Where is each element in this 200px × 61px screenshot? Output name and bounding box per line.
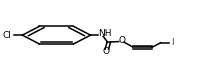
Text: O: O <box>118 36 125 46</box>
Text: I: I <box>171 38 173 47</box>
Text: Cl: Cl <box>3 31 12 40</box>
Text: NH: NH <box>98 29 111 38</box>
Text: O: O <box>102 47 109 56</box>
